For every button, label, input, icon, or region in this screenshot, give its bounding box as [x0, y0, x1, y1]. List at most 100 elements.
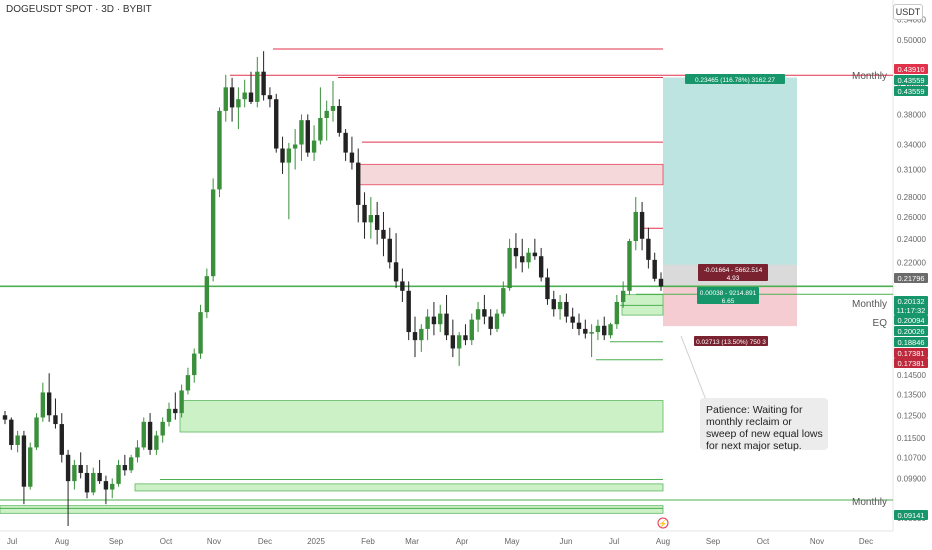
- x-tick-label: Feb: [361, 537, 375, 546]
- price-badge: [894, 64, 928, 74]
- price-badge: [894, 348, 928, 358]
- candle-body: [362, 204, 367, 223]
- candle-body: [40, 392, 46, 418]
- candle-body: [210, 189, 216, 277]
- candle-body: [614, 301, 620, 325]
- candle-body: [34, 417, 39, 448]
- y-tick-label: 0.14500: [897, 371, 926, 380]
- candle-body: [65, 454, 71, 482]
- candle-body: [595, 325, 601, 333]
- candle-body: [494, 313, 500, 329]
- entry-label-text: 0.00038 - 9214.891: [700, 290, 757, 297]
- candle-body: [469, 319, 474, 341]
- candle-body: [602, 325, 607, 336]
- candle-body: [520, 256, 525, 263]
- price-badge: [894, 86, 928, 96]
- candle-body: [450, 335, 456, 349]
- price-badge-text: 0.43559: [897, 76, 924, 85]
- x-tick-label: 2025: [307, 537, 325, 546]
- price-badge-text: 0.43559: [897, 87, 924, 96]
- alt-label-text: -0.01664 - 5662.514: [704, 267, 763, 274]
- candle-body: [72, 465, 77, 482]
- price-badge-text: 11:17:32: [897, 306, 926, 315]
- x-tick-label: Nov: [207, 537, 221, 546]
- supply-zone: [357, 163, 664, 186]
- candle-body: [330, 106, 336, 111]
- candle-body: [84, 472, 90, 493]
- price-badge: [894, 326, 928, 336]
- y-tick-label: 0.31000: [897, 166, 926, 175]
- candle-body: [526, 252, 531, 263]
- candle-body: [538, 256, 544, 278]
- candle-body: [280, 148, 285, 163]
- lightning-icon: [657, 517, 669, 529]
- candle-body: [374, 215, 380, 230]
- candle-body: [261, 71, 266, 96]
- candle-body: [160, 421, 165, 436]
- candle-body: [343, 132, 348, 153]
- candle-body: [564, 301, 569, 317]
- y-tick-label: 0.11500: [897, 434, 926, 443]
- candle-body: [431, 316, 437, 325]
- candle-body: [444, 313, 449, 336]
- analysis-note: Patience: Waiting for monthly reclaim or…: [700, 398, 828, 452]
- candle-body: [501, 288, 506, 314]
- candle-body: [633, 211, 638, 242]
- target-zone: [663, 77, 797, 287]
- candle-body: [103, 481, 109, 490]
- candle-body: [292, 144, 298, 149]
- candle-body: [393, 262, 399, 282]
- candle-body: [482, 309, 487, 317]
- price-badge-text: 0.43910: [897, 65, 924, 74]
- y-tick-label: 0.13500: [897, 390, 926, 399]
- price-badge-text: 0.20026: [897, 327, 924, 336]
- price-badge-text: 0.20094: [897, 316, 924, 325]
- candle-body: [21, 435, 27, 487]
- candle-body: [305, 120, 310, 153]
- price-badge: [894, 273, 928, 283]
- candle-body: [337, 106, 342, 133]
- alt-label-text: 4.93: [727, 275, 740, 282]
- x-tick-label: Apr: [456, 537, 469, 546]
- candle-body: [620, 290, 626, 302]
- candle-body: [412, 332, 418, 341]
- candle-body: [198, 312, 203, 354]
- price-badge-text: 0.18846: [897, 338, 924, 347]
- candle-body: [324, 110, 329, 119]
- candle-body: [192, 353, 197, 376]
- x-tick-label: Oct: [757, 537, 770, 546]
- candle-body: [53, 415, 58, 425]
- symbol-title: DOGEUSDT SPOT · 3D · BYBIT: [6, 4, 152, 15]
- candle-body: [135, 447, 140, 458]
- candle-body: [406, 290, 411, 333]
- candle-body: [173, 408, 178, 414]
- entry-label-text: 6.65: [722, 298, 735, 305]
- x-tick-label: Mar: [405, 537, 419, 546]
- price-badge: [894, 510, 928, 520]
- candle-body: [166, 408, 172, 422]
- candle-body: [110, 483, 115, 490]
- candle-body: [204, 276, 210, 313]
- candle-body: [356, 162, 361, 205]
- candle-body: [387, 238, 392, 263]
- candle-body: [381, 229, 386, 239]
- demand-zone: [0, 505, 664, 514]
- price-badge: [894, 305, 928, 315]
- candle-body: [368, 215, 374, 223]
- alt-label: [698, 264, 768, 281]
- candle-body: [576, 322, 582, 329]
- candle-body: [425, 316, 430, 329]
- price-badge-text: 0.21796: [897, 274, 924, 283]
- candle-body: [28, 447, 33, 487]
- candle-body: [545, 277, 550, 300]
- price-badge-text: 0.17381: [897, 359, 924, 368]
- candle-body: [419, 328, 424, 341]
- candle-body: [513, 247, 519, 257]
- x-tick-label: Jul: [7, 537, 17, 546]
- target-label-text: 0.23465 (116.78%) 3162.27: [695, 77, 775, 84]
- candle-body: [229, 87, 235, 108]
- currency-button[interactable]: USDT: [893, 4, 923, 20]
- label-monthly-bottom: Monthly: [852, 497, 887, 508]
- candle-body: [463, 335, 468, 341]
